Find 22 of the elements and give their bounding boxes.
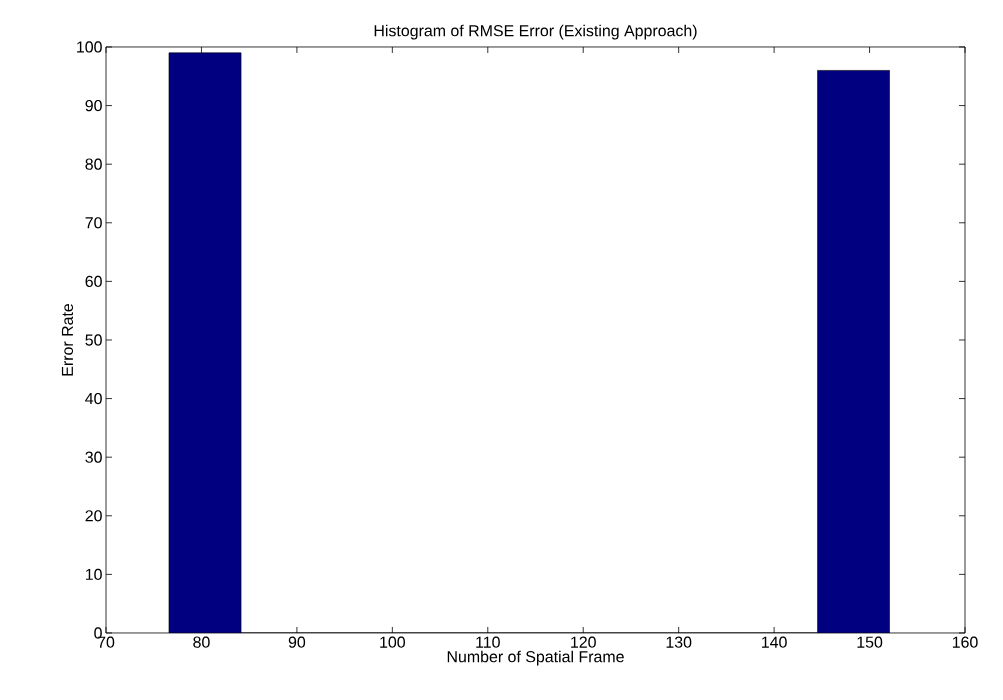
y-tick-label: 40 xyxy=(85,392,102,405)
y-axis-title: Error Rate xyxy=(61,303,74,376)
x-tick-label: 120 xyxy=(571,636,596,648)
x-tick-label: 160 xyxy=(952,636,978,648)
y-tick-label: 30 xyxy=(85,451,102,463)
y-tick-label: 60 xyxy=(85,275,102,288)
y-tick-label: 50 xyxy=(85,334,102,346)
y-tick-label: 90 xyxy=(85,99,102,112)
x-tick-label: 80 xyxy=(193,636,210,648)
y-tick-label: 100 xyxy=(77,41,102,53)
x-tick-label: 150 xyxy=(857,636,883,648)
y-tick-label: 70 xyxy=(85,217,102,229)
x-tick-label: 90 xyxy=(288,636,306,648)
x-axis-title: Number of Spatial Frame xyxy=(447,650,624,666)
chart-title: Histogram of RMSE Error (Existing Approach) xyxy=(374,24,697,40)
y-tick-label: 20 xyxy=(85,510,102,522)
y-tick-label: 80 xyxy=(85,158,102,170)
x-tick-label: 140 xyxy=(762,636,787,648)
x-tick-label: 130 xyxy=(666,636,692,648)
y-tick-label: 10 xyxy=(85,568,102,581)
x-tick-label: 110 xyxy=(476,636,500,648)
x-tick-label: 100 xyxy=(380,636,405,648)
